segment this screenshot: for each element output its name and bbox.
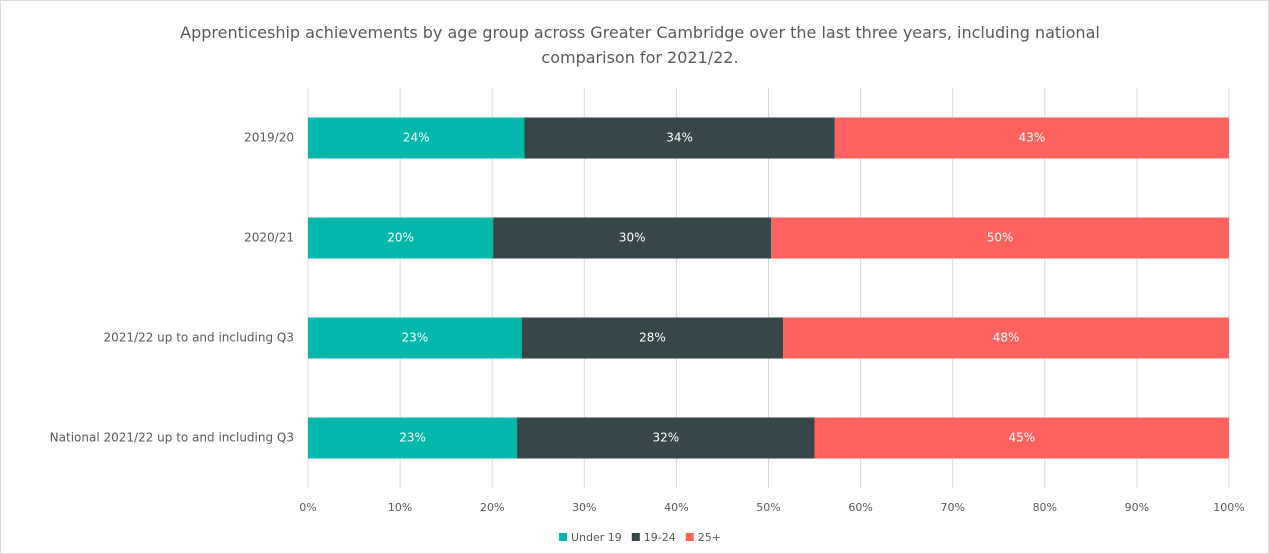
x-tick-label: 50%: [756, 501, 780, 514]
x-tick-label: 30%: [572, 501, 596, 514]
x-tick-label: 100%: [1213, 501, 1244, 514]
bar-segment: [771, 217, 1229, 259]
y-tick-label: 2020/21: [244, 231, 294, 245]
data-label: 23%: [402, 331, 429, 345]
bar-segment: [308, 217, 494, 259]
bar-segment: [834, 117, 1229, 159]
x-tick-label: 80%: [1033, 501, 1057, 514]
bar-segment: [308, 117, 525, 159]
data-label: 45%: [1008, 431, 1035, 445]
data-label: 32%: [652, 431, 679, 445]
bar-segment: [493, 217, 772, 259]
bar-segment: [814, 417, 1229, 459]
legend-swatch: [685, 533, 694, 541]
legend-label: 19-24: [644, 531, 676, 544]
legend-label: 25+: [698, 531, 721, 544]
y-tick-label: 2021/22 up to and including Q3: [104, 331, 295, 345]
data-label: 20%: [387, 231, 414, 245]
bar-segment: [308, 417, 518, 459]
y-tick-label: 2019/20: [244, 131, 294, 145]
bar-segment: [521, 317, 784, 359]
x-tick-label: 0%: [299, 501, 316, 514]
bar-segment: [308, 317, 522, 359]
data-label: 48%: [993, 331, 1020, 345]
data-label: 34%: [666, 131, 693, 145]
x-tick-label: 40%: [664, 501, 688, 514]
x-tick-label: 10%: [388, 501, 412, 514]
x-tick-label: 60%: [848, 501, 872, 514]
x-tick-label: 90%: [1125, 501, 1149, 514]
data-label: 30%: [619, 231, 646, 245]
legend-label: Under 19: [571, 531, 622, 544]
bar-segment: [524, 117, 835, 159]
y-tick-label: National 2021/22 up to and including Q3: [50, 431, 294, 445]
data-label: 50%: [987, 231, 1014, 245]
data-label: 24%: [403, 131, 430, 145]
legend-swatch: [559, 533, 568, 541]
bar-segment: [783, 317, 1229, 359]
data-label: 28%: [639, 331, 666, 345]
chart-title: Apprenticeship achievements by age group…: [180, 23, 1100, 67]
data-label: 23%: [399, 431, 426, 445]
bar-segment: [517, 417, 815, 459]
data-label: 43%: [1019, 131, 1046, 145]
x-tick-label: 20%: [480, 501, 504, 514]
x-tick-label: 70%: [940, 501, 964, 514]
legend-swatch: [631, 533, 640, 541]
